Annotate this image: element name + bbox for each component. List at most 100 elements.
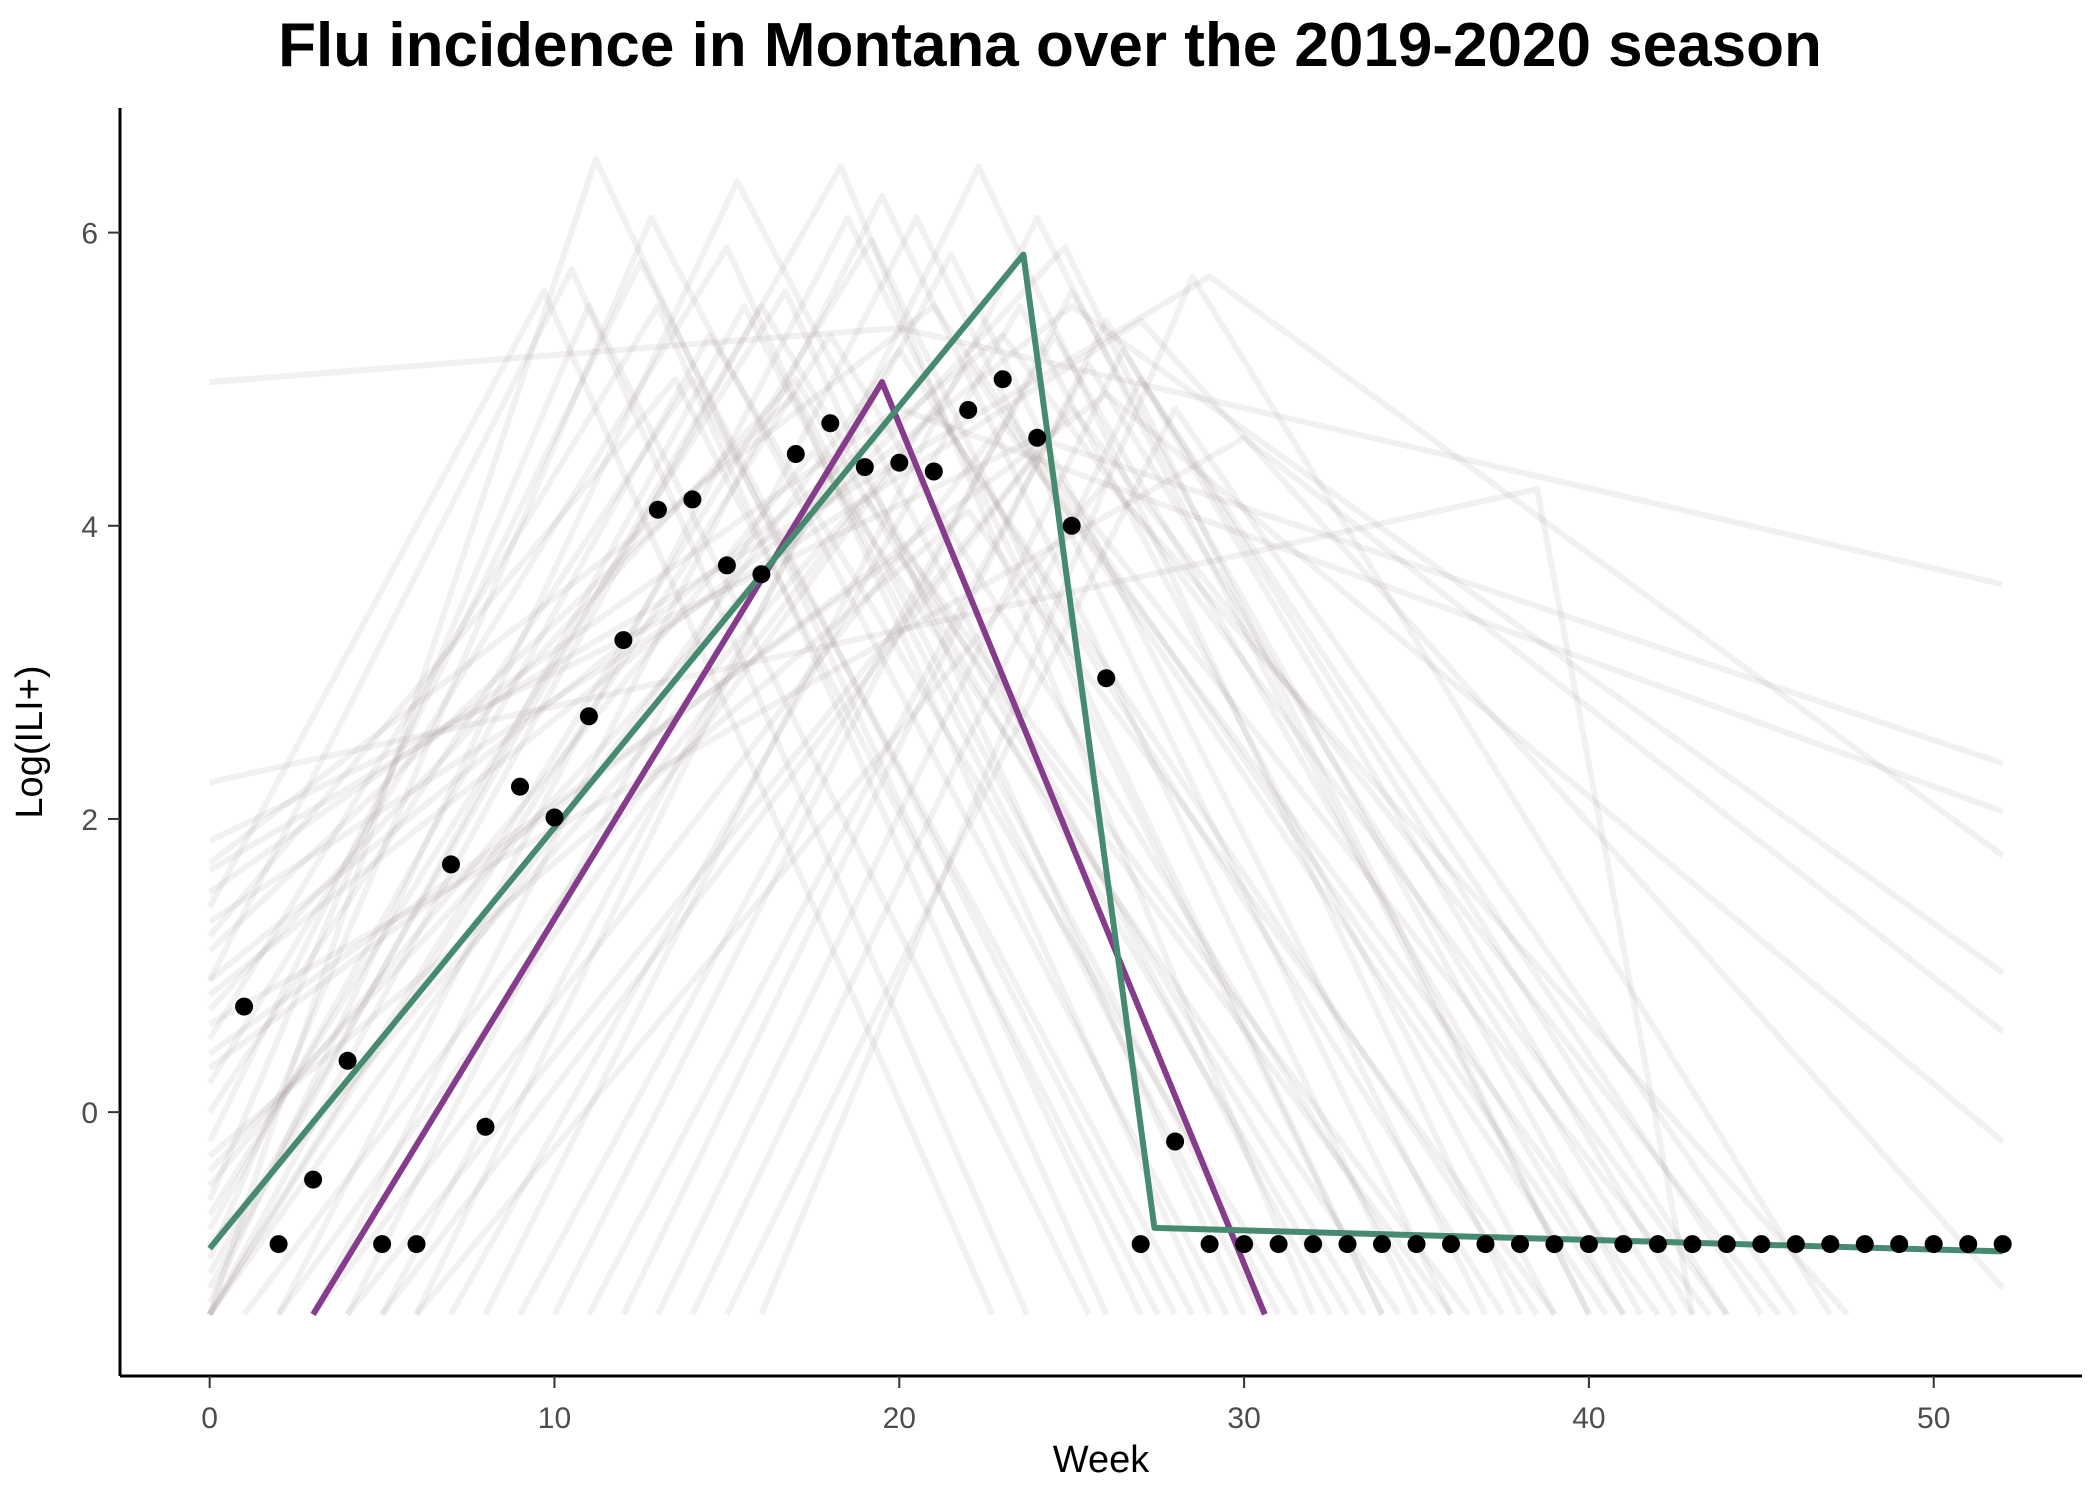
- x-tick-label-10: 10: [538, 1402, 571, 1435]
- background-lines-layer: [206, 156, 2005, 1317]
- observed-point-week-2: [269, 1235, 288, 1254]
- observed-point-week-1: [235, 997, 254, 1016]
- observed-point-week-6: [407, 1235, 426, 1254]
- observed-point-week-38: [1511, 1235, 1529, 1254]
- observed-point-week-50: [1924, 1235, 1943, 1254]
- background-trajectory-39: [345, 449, 1712, 1317]
- background-trajectory-16: [207, 302, 1264, 1316]
- x-axis-title: Week: [1053, 1439, 1150, 1481]
- observed-point-week-27: [1131, 1235, 1150, 1254]
- observed-point-week-19: [855, 458, 874, 477]
- background-trajectory-51: [207, 302, 1626, 1317]
- observed-point-week-26: [1097, 669, 1116, 688]
- background-trajectory-22: [207, 449, 1402, 1317]
- observed-point-week-33: [1338, 1235, 1357, 1254]
- observed-point-week-48: [1855, 1235, 1874, 1254]
- chart-title: Flu incidence in Montana over the 2019-2…: [278, 11, 1822, 80]
- x-tick-label-20: 20: [883, 1402, 916, 1435]
- background-trajectory-21: [275, 214, 1385, 1316]
- observed-point-week-34: [1373, 1235, 1391, 1254]
- background-trajectory-36: [310, 420, 1661, 1317]
- background-trajectory-32: [482, 214, 1592, 1316]
- axes-layer: [118, 108, 2082, 1378]
- background-trajectory-50: [207, 163, 1316, 1316]
- background-trajectory-40: [655, 346, 1730, 1316]
- y-tick-label-0: 0: [81, 1097, 98, 1130]
- background-trajectory-13: [207, 258, 1178, 1316]
- observed-point-week-15: [717, 556, 736, 575]
- purple-fit-line: [310, 379, 1268, 1316]
- observed-point-week-24: [1028, 428, 1047, 447]
- observed-point-week-41: [1614, 1235, 1633, 1254]
- background-trajectory-7: [207, 390, 2005, 1144]
- observed-point-week-42: [1648, 1235, 1667, 1254]
- observed-point-week-40: [1579, 1235, 1598, 1254]
- observed-point-week-36: [1442, 1235, 1460, 1254]
- background-trajectory-4: [208, 273, 2005, 873]
- background-trajectory-11: [207, 302, 1109, 1316]
- observed-point-week-52: [1993, 1235, 2012, 1254]
- background-trajectory-17: [207, 332, 1299, 1316]
- y-tick-label-4: 4: [81, 511, 98, 544]
- observed-point-week-39: [1545, 1235, 1564, 1254]
- ticks-layer: 0 10 20 30 40 50 0 2 4 6: [81, 218, 1950, 1435]
- background-trajectory-19: [207, 376, 1351, 1316]
- observed-point-week-4: [338, 1051, 357, 1070]
- observed-point-week-21: [924, 462, 943, 481]
- background-trajectory-1: [209, 486, 1696, 1315]
- background-trajectory-27: [379, 251, 1489, 1316]
- observed-point-week-51: [1959, 1235, 1978, 1254]
- background-trajectory-18: [206, 178, 1333, 1316]
- observed-point-week-10: [545, 808, 564, 827]
- background-trajectory-23: [310, 193, 1420, 1316]
- observed-point-week-47: [1821, 1235, 1840, 1254]
- background-trajectory-53: [207, 376, 1161, 1316]
- observed-point-week-43: [1683, 1235, 1702, 1254]
- background-trajectory-20: [207, 302, 1368, 1316]
- observed-point-week-16: [752, 565, 771, 584]
- observed-point-week-28: [1166, 1132, 1185, 1151]
- observed-point-week-30: [1235, 1235, 1254, 1254]
- x-tick-label-0: 0: [201, 1402, 218, 1435]
- background-trajectory-42: [379, 405, 1781, 1317]
- background-trajectory-5: [207, 302, 2005, 998]
- background-trajectory-12: [206, 156, 1144, 1316]
- observed-point-week-49: [1890, 1235, 1909, 1254]
- background-trajectory-43: [724, 405, 1799, 1317]
- observed-point-week-11: [579, 707, 598, 726]
- observed-point-week-32: [1304, 1235, 1323, 1254]
- background-trajectory-44: [758, 273, 1833, 1316]
- background-trajectory-0: [209, 324, 2004, 588]
- x-tick-label-30: 30: [1227, 1402, 1260, 1435]
- observed-point-week-12: [614, 631, 633, 650]
- background-trajectory-55: [207, 332, 1730, 1317]
- background-trajectory-15: [206, 214, 1230, 1316]
- observed-point-week-5: [373, 1235, 392, 1254]
- observed-point-week-3: [304, 1170, 323, 1189]
- observed-point-week-20: [890, 453, 909, 472]
- green-fit-line: [207, 251, 2003, 1255]
- background-trajectory-10: [206, 302, 1092, 1316]
- y-tick-label-2: 2: [81, 804, 98, 837]
- background-trajectory-35: [551, 288, 1644, 1316]
- observed-point-week-22: [959, 401, 978, 419]
- background-trajectory-31: [448, 302, 1558, 1316]
- background-trajectory-34: [517, 332, 1626, 1316]
- background-trajectory-29: [413, 163, 1523, 1316]
- background-trajectory-26: [207, 493, 1471, 1317]
- background-trajectory-49: [207, 244, 1213, 1316]
- observed-point-week-25: [1062, 516, 1081, 535]
- observed-point-week-14: [683, 490, 702, 509]
- observed-point-week-13: [648, 500, 667, 519]
- background-trajectory-56: [207, 244, 1592, 1316]
- background-trajectory-48: [207, 390, 1282, 1316]
- observed-point-week-45: [1752, 1235, 1771, 1254]
- observed-point-week-9: [511, 777, 529, 796]
- background-trajectory-28: [207, 346, 1506, 1317]
- background-trajectory-52: [207, 288, 1247, 1316]
- background-trajectory-37: [586, 361, 1678, 1316]
- observed-point-week-35: [1407, 1235, 1426, 1254]
- fit-lines-layer: [207, 251, 2003, 1316]
- observed-point-week-18: [821, 414, 840, 433]
